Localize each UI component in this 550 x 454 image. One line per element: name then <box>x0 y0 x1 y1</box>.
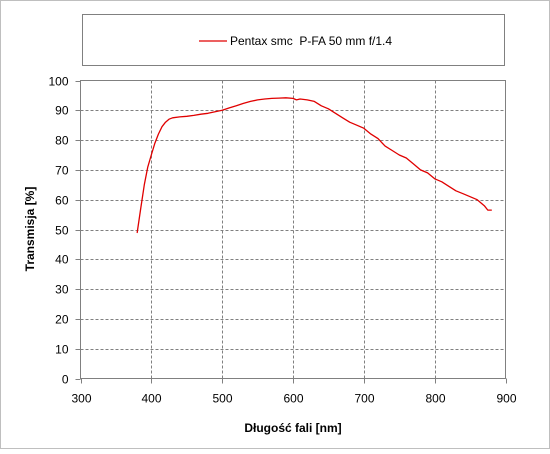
x-tick-label: 600 <box>283 392 303 406</box>
y-tick-label: 90 <box>55 104 69 118</box>
grid-lines <box>80 80 506 379</box>
y-tick-label: 10 <box>55 343 69 357</box>
x-axis-title: Długość fali [nm] <box>244 421 341 435</box>
x-tick-label: 800 <box>425 392 445 406</box>
y-tick-label: 40 <box>55 253 69 267</box>
series-line-0 <box>136 97 492 234</box>
y-tick-label: 50 <box>55 224 69 238</box>
x-tick-label: 700 <box>354 392 374 406</box>
y-tick-label: 70 <box>55 164 69 178</box>
y-axis-title: Transmisja [%] <box>23 187 37 272</box>
y-tick-label: 80 <box>55 134 69 148</box>
tick-labels: 0 10 20 30 40 50 60 70 80 90 100 300 400 500 600 700 800… <box>48 75 516 406</box>
x-tick-label: 500 <box>212 392 232 406</box>
legend: Pentax smc P-FA 50 mm f/1.4 <box>82 14 505 66</box>
y-tick-label: 60 <box>55 194 69 208</box>
y-tick-label: 0 <box>62 373 69 387</box>
series-layer <box>136 97 492 234</box>
x-tick-label: 300 <box>71 392 91 406</box>
x-tick-label: 400 <box>141 392 161 406</box>
legend-box <box>82 14 505 66</box>
x-tick-label: 900 <box>496 392 516 406</box>
plot-area <box>80 80 506 379</box>
y-tick-label: 100 <box>48 75 68 89</box>
y-tick-label: 30 <box>55 283 69 297</box>
y-tick-label: 20 <box>55 313 69 327</box>
legend-label: Pentax smc P-FA 50 mm f/1.4 <box>230 34 392 48</box>
